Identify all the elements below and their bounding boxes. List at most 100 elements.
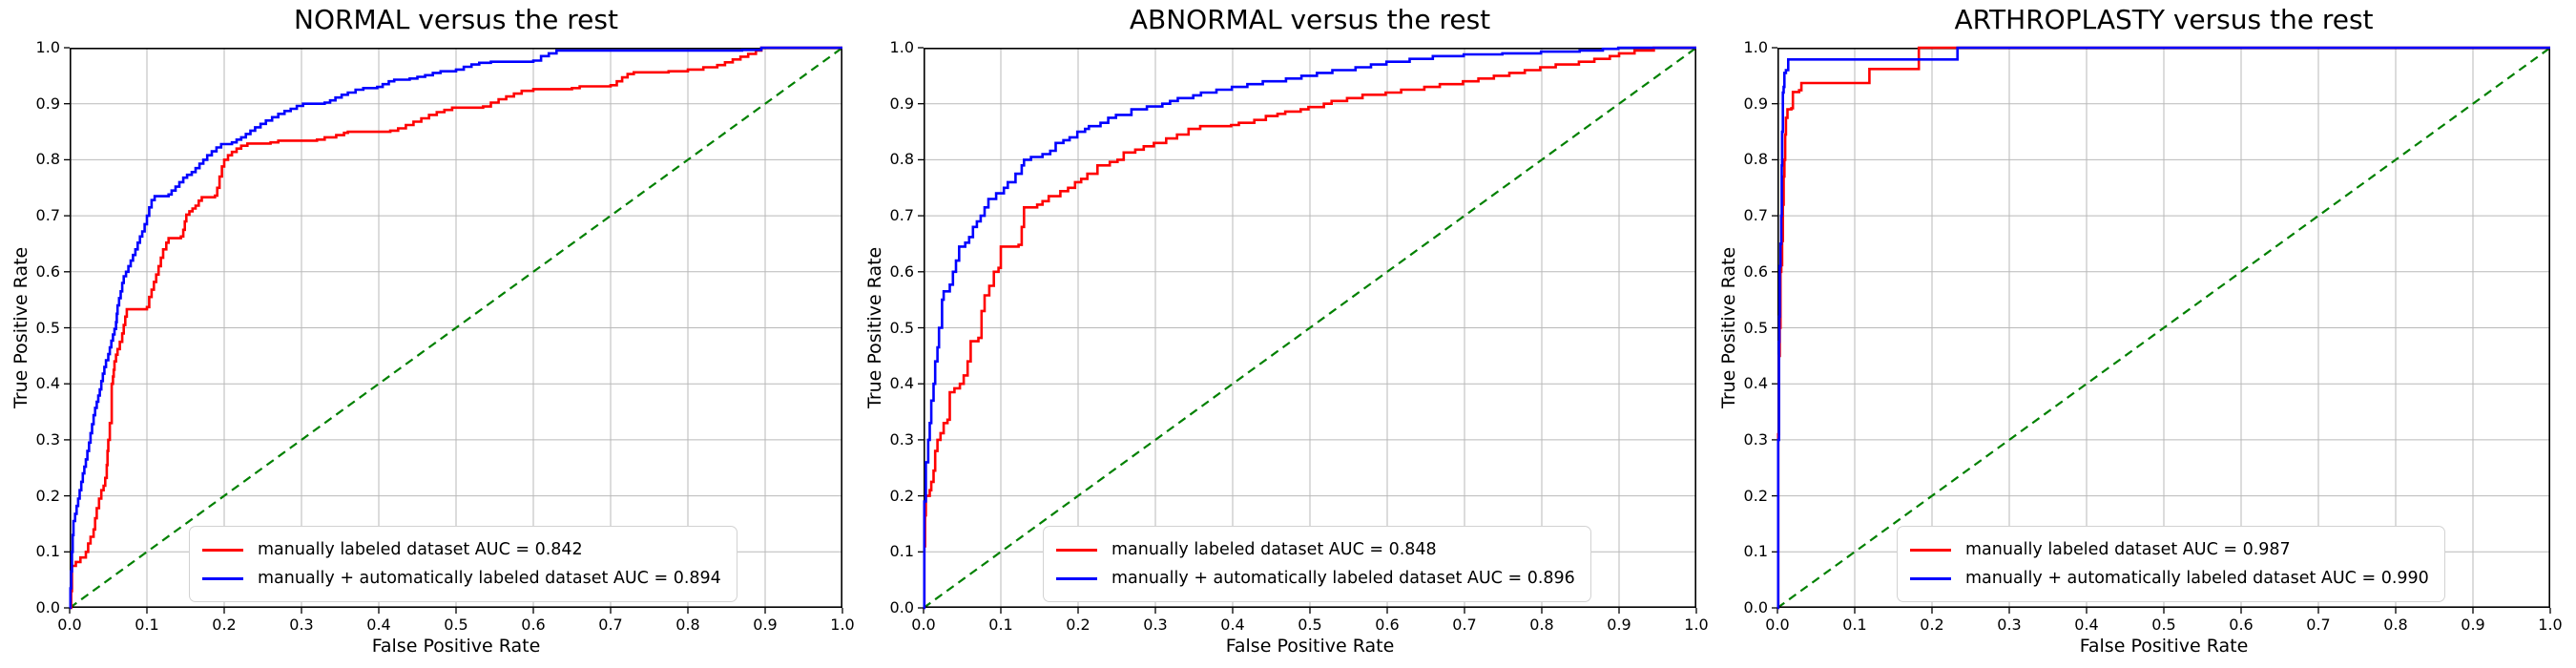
legend-line-red-icon (1056, 548, 1097, 552)
y-tick-label: 0.9 (35, 94, 60, 113)
y-tick-label: 0.9 (889, 94, 914, 113)
y-tick-label: 0.8 (35, 150, 60, 169)
y-tick-label: 1.0 (1743, 38, 1768, 56)
x-tick-label: 0.1 (135, 616, 159, 634)
y-tick-label: 0.1 (35, 542, 60, 561)
x-tick-label: 0.2 (212, 616, 237, 634)
x-tick-label: 0.7 (598, 616, 623, 634)
legend-label-manual-auto: manually + automatically labeled dataset… (1965, 569, 2429, 588)
roc-plot-area (64, 46, 843, 614)
y-tick-label: 0.6 (889, 261, 914, 281)
y-tick-label: 0.5 (889, 318, 914, 337)
plot-title: NORMAL versus the rest (294, 4, 618, 35)
x-axis-label: False Positive Rate (371, 636, 541, 657)
x-tick-label: 0.6 (521, 616, 546, 634)
legend-row: manually + automatically labeled dataset… (1910, 564, 2429, 593)
x-tick-label: 0.7 (1452, 616, 1477, 634)
y-tick-label: 0.7 (1743, 206, 1768, 225)
roc-subplot-arthroplasty: ARTHROPLASTY versus the rest True Positi… (1708, 0, 2566, 668)
roc-plot-area (1772, 46, 2551, 614)
legend: manually labeled dataset AUC = 0.848 man… (1043, 526, 1591, 602)
x-tick-label: 0.8 (675, 616, 700, 634)
y-tick-label: 0.8 (1743, 150, 1768, 169)
y-tick-label: 0.5 (35, 318, 60, 337)
y-tick-label: 0.3 (1743, 429, 1768, 449)
legend: manually labeled dataset AUC = 0.842 man… (189, 526, 737, 602)
y-axis-ticks: 0.0 0.1 0.2 0.3 0.4 0.5 0.6 0.7 0.8 0.9 1.0 (0, 39, 60, 616)
legend-label-manual: manually labeled dataset AUC = 0.987 (1965, 540, 2291, 559)
x-tick-label: 0.0 (1765, 616, 1790, 634)
y-axis-ticks: 0.0 0.1 0.2 0.3 0.4 0.5 0.6 0.7 0.8 0.9 1.0 (854, 39, 914, 616)
y-tick-label: 0.0 (889, 598, 914, 616)
x-tick-label: 0.5 (444, 616, 468, 634)
chance-diagonal-line (1776, 47, 2551, 609)
x-tick-label: 0.7 (2306, 616, 2331, 634)
y-axis-ticks: 0.0 0.1 0.2 0.3 0.4 0.5 0.6 0.7 0.8 0.9 1.0 (1708, 39, 1768, 616)
x-tick-label: 0.3 (289, 616, 314, 634)
y-tick-label: 0.9 (1743, 94, 1768, 113)
y-tick-label: 0.2 (1743, 486, 1768, 505)
legend-line-blue-icon (202, 576, 243, 580)
y-tick-label: 1.0 (889, 38, 914, 56)
roc-curve-manual-auto (1776, 46, 2550, 610)
legend-label-manual-auto: manually + automatically labeled dataset… (1111, 569, 1575, 588)
y-tick-label: 1.0 (35, 38, 60, 56)
plot-title: ABNORMAL versus the rest (1129, 4, 1491, 35)
roc-subplot-normal: NORMAL versus the rest True Positive Rat… (0, 0, 859, 668)
x-axis-ticks: 0.0 0.1 0.2 0.3 0.4 0.5 0.6 0.7 0.8 0.9 1.0 (911, 612, 1708, 634)
roc-plot-area (918, 46, 1697, 614)
x-tick-label: 0.1 (988, 616, 1013, 634)
plot-title: ARTHROPLASTY versus the rest (1954, 4, 2374, 35)
x-tick-label: 0.6 (2229, 616, 2254, 634)
x-tick-label: 0.8 (1529, 616, 1554, 634)
y-tick-label: 0.7 (35, 206, 60, 225)
legend-row: manually labeled dataset AUC = 0.987 (1910, 535, 2429, 564)
roc-curve-manual (70, 46, 842, 610)
x-tick-label: 0.9 (1607, 616, 1631, 634)
y-tick-label: 0.8 (889, 150, 914, 169)
y-tick-label: 0.4 (35, 374, 60, 393)
legend-line-red-icon (202, 548, 243, 552)
x-tick-label: 0.2 (1066, 616, 1091, 634)
y-tick-label: 0.5 (1743, 318, 1768, 337)
x-axis-ticks: 0.0 0.1 0.2 0.3 0.4 0.5 0.6 0.7 0.8 0.9 1.0 (57, 612, 854, 634)
roc-subplot-abnormal: ABNORMAL versus the rest True Positive R… (854, 0, 1713, 668)
y-tick-label: 0.3 (35, 429, 60, 449)
x-axis-label: False Positive Rate (1225, 636, 1395, 657)
legend-row: manually labeled dataset AUC = 0.842 (202, 535, 721, 564)
y-tick-label: 0.1 (889, 542, 914, 561)
legend-row: manually + automatically labeled dataset… (202, 564, 721, 593)
x-tick-label: 0.5 (1298, 616, 1322, 634)
y-tick-label: 0.4 (889, 374, 914, 393)
y-tick-label: 0.4 (1743, 374, 1768, 393)
y-tick-label: 0.6 (1743, 261, 1768, 281)
x-tick-label: 1.0 (1684, 616, 1709, 634)
legend-line-blue-icon (1056, 576, 1097, 580)
x-tick-label: 0.0 (911, 616, 936, 634)
roc-curve-manual (923, 46, 1696, 610)
x-tick-label: 0.1 (1842, 616, 1867, 634)
x-axis-label: False Positive Rate (2079, 636, 2249, 657)
x-tick-label: 0.5 (2151, 616, 2176, 634)
legend-line-red-icon (1910, 548, 1951, 552)
x-tick-label: 0.4 (2074, 616, 2099, 634)
legend: manually labeled dataset AUC = 0.987 man… (1897, 526, 2445, 602)
y-tick-label: 0.1 (1743, 542, 1768, 561)
y-tick-label: 0.0 (35, 598, 60, 616)
y-tick-label: 0.3 (889, 429, 914, 449)
x-tick-label: 0.4 (366, 616, 391, 634)
legend-line-blue-icon (1910, 576, 1951, 580)
y-tick-label: 0.6 (35, 261, 60, 281)
x-tick-label: 0.4 (1220, 616, 1245, 634)
x-axis-ticks: 0.0 0.1 0.2 0.3 0.4 0.5 0.6 0.7 0.8 0.9 1.0 (1765, 612, 2562, 634)
y-tick-label: 0.2 (889, 486, 914, 505)
roc-curve-manual-auto (923, 46, 1696, 610)
legend-label-manual: manually labeled dataset AUC = 0.848 (1111, 540, 1437, 559)
chance-diagonal-line (923, 47, 1697, 609)
legend-row: manually + automatically labeled dataset… (1056, 564, 1575, 593)
x-tick-label: 0.3 (1997, 616, 2022, 634)
y-tick-label: 0.7 (889, 206, 914, 225)
y-tick-label: 0.0 (1743, 598, 1768, 616)
axes-border (70, 48, 843, 609)
legend-label-manual-auto: manually + automatically labeled dataset… (258, 569, 721, 588)
